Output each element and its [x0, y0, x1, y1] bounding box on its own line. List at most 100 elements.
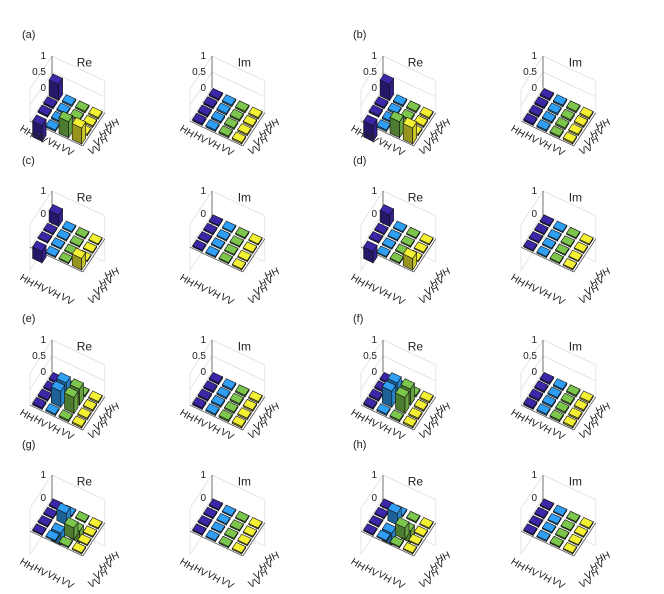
col-tick-label: HH	[594, 550, 612, 566]
bar-top	[573, 114, 589, 127]
bar	[547, 229, 562, 242]
bar	[216, 229, 231, 242]
bar-top	[203, 506, 218, 518]
col-tick-label: HV	[258, 125, 275, 141]
bar-top	[419, 106, 434, 118]
bar-top	[387, 502, 402, 514]
grid-line	[211, 55, 265, 82]
bar	[413, 525, 429, 539]
col-tick-label: VH	[252, 418, 269, 434]
x-axis-line	[520, 404, 574, 431]
bar-top	[221, 94, 237, 106]
bar-top	[75, 100, 90, 112]
bar-top	[387, 229, 402, 241]
bar-top	[536, 403, 551, 415]
bar	[210, 110, 226, 125]
bar	[374, 96, 389, 110]
bar	[75, 226, 90, 240]
bar-top	[547, 102, 562, 114]
bar	[536, 119, 551, 133]
bar-top	[192, 523, 207, 535]
bar-top	[82, 525, 98, 537]
panel-label: (b)	[353, 29, 366, 41]
bar	[224, 527, 239, 541]
bar	[43, 96, 58, 110]
bar-top	[77, 407, 92, 419]
bar	[32, 114, 47, 143]
bar-top	[363, 240, 378, 252]
bar	[552, 504, 568, 518]
grid-line	[51, 55, 105, 82]
bar-top	[231, 542, 247, 554]
bar	[381, 380, 397, 409]
bar-top	[218, 409, 233, 421]
bar-top	[560, 108, 575, 120]
bar	[203, 506, 218, 520]
grid-line	[360, 190, 384, 225]
grid-line	[360, 371, 384, 406]
col-tick-label: VH	[583, 134, 600, 150]
col-tick-label: VV	[87, 426, 104, 442]
bar-top	[203, 380, 218, 392]
bar-top	[71, 247, 87, 259]
col-tick-label: VH	[252, 567, 269, 583]
bar	[224, 243, 239, 257]
bar-top	[523, 396, 538, 409]
bar	[237, 123, 252, 137]
bar-top	[229, 235, 244, 247]
bar	[368, 388, 384, 403]
bar-top	[579, 106, 594, 118]
bar-top	[541, 110, 557, 123]
z-tick-label: 0.5	[32, 351, 46, 362]
panel-d-re: 10-1ReHHHHHVHVVHVHVVVV(d)	[349, 155, 452, 308]
bar-top	[237, 249, 252, 261]
bar-top	[419, 233, 434, 245]
bar	[237, 249, 252, 263]
bar	[82, 525, 98, 539]
y-axis-line	[82, 522, 106, 557]
bar	[75, 510, 90, 524]
bar	[50, 380, 66, 409]
grid-line	[189, 213, 213, 248]
bar	[536, 245, 551, 259]
bar-top	[555, 243, 570, 255]
bar-top	[552, 94, 568, 106]
x-axis-line	[189, 404, 243, 431]
bar	[381, 237, 397, 251]
y-axis-line	[82, 396, 106, 431]
bar-top	[88, 233, 103, 245]
bar-top	[566, 384, 581, 396]
bar	[48, 73, 64, 102]
bar-top	[208, 498, 224, 510]
grid-line	[542, 497, 596, 524]
bar-top	[197, 104, 213, 116]
bar	[192, 523, 207, 537]
grid-line	[520, 71, 544, 106]
bar	[579, 106, 594, 121]
bar	[536, 403, 551, 417]
bar-top	[568, 249, 583, 261]
grid-line	[51, 497, 105, 524]
bar	[208, 372, 224, 386]
bar	[216, 386, 231, 400]
bar	[224, 117, 239, 131]
bar-top	[248, 517, 263, 529]
col-tick-label: HV	[98, 125, 115, 141]
col-tick-label: HH	[434, 550, 452, 566]
z-tick-label: 1	[531, 335, 537, 346]
bar-top	[248, 390, 263, 402]
grid-line	[520, 355, 544, 390]
bar-top	[210, 394, 226, 407]
z-tick-label: 1	[200, 470, 206, 481]
bar	[523, 396, 538, 411]
bar-top	[376, 119, 391, 131]
bar-top	[408, 533, 423, 545]
grid-line	[211, 71, 265, 98]
bar-top	[413, 398, 429, 411]
y-axis-line	[413, 396, 437, 431]
bar	[573, 241, 589, 255]
y-axis-line	[242, 522, 266, 557]
bar-top	[208, 372, 224, 384]
z-tick-label: 1	[531, 470, 537, 481]
